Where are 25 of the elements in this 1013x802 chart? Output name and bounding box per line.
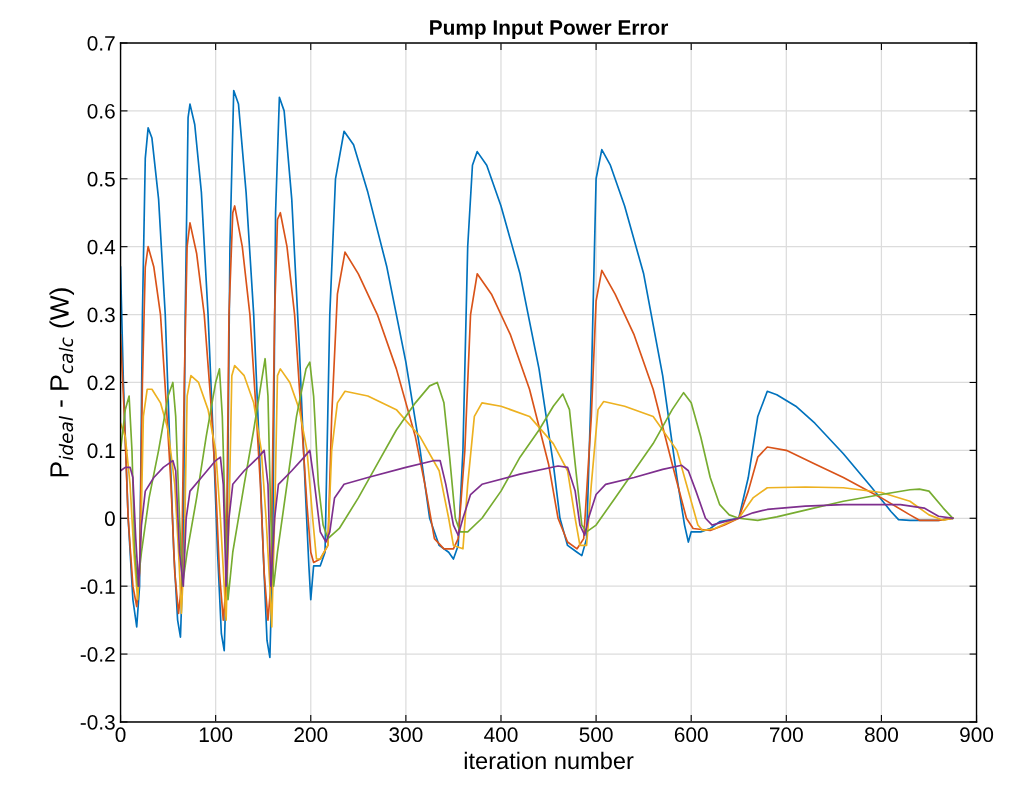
x-tick-label: 100: [199, 727, 233, 743]
x-tick-label: 200: [294, 727, 328, 743]
y-axis-title: P$_{ideal}$ - P$_{calc}$ (W): [49, 288, 75, 477]
y-tick-label: -0.1: [80, 579, 115, 594]
x-axis-title: iteration number: [464, 751, 634, 770]
y-tick-label: 0.4: [87, 239, 116, 255]
y-tick-label: -0.3: [80, 714, 115, 730]
chart-title: Pump Input Power Error: [430, 20, 669, 39]
x-tick-label: 900: [960, 727, 994, 743]
y-tick-label: 0.3: [87, 307, 115, 323]
x-tick-label: 500: [579, 727, 613, 743]
x-tick-label: 600: [674, 727, 708, 743]
x-tick-label: 300: [389, 727, 423, 743]
x-tick-label: 400: [484, 727, 518, 743]
y-tick-label: 0.7: [87, 35, 115, 51]
x-tick-label: 0: [115, 727, 126, 743]
y-tick-label: -0.2: [80, 647, 115, 662]
y-tick-label: 0.1: [87, 443, 115, 459]
y-tick-label: 0: [104, 511, 115, 527]
y-tick-label: 0.6: [87, 103, 115, 119]
y-tick-label: 0.5: [87, 171, 115, 187]
x-tick-label: 800: [864, 727, 898, 743]
y-tick-label: 0.2: [87, 375, 115, 391]
x-tick-label: 700: [770, 727, 803, 743]
line-series: [120, 449, 954, 588]
